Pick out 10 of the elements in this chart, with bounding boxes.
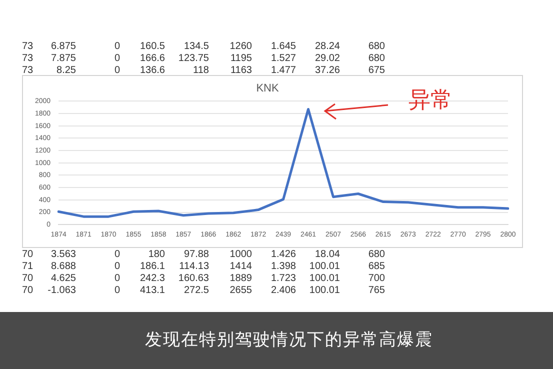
text: 73 7.875 0 166.6 123.75 1195 1.527 29.02 680 (22, 53, 385, 64)
text: 73 8.25 0 136.6 118 1163 1.477 37.26 675 (22, 65, 385, 76)
text: 71 8.688 0 186.1 114.13 1414 1.398 100.01 685 (22, 261, 385, 272)
annotation: 异常 (408, 88, 452, 113)
text: 70 3.563 0 180 97.88 1000 1.426 18.04 680 (22, 249, 385, 260)
chart-title: KNK (256, 82, 280, 95)
text: 发现在特别驾驶情况下的异常高爆震 (145, 329, 433, 351)
text: 70 4.625 0 242.3 160.63 1889 1.723 100.01 700 (22, 273, 385, 284)
text: 70 -1.063 0 413.1 272.5 2655 2.406 100.01 765 (22, 285, 385, 296)
text: 73 6.875 0 160.5 134.5 1260 1.645 28.24 680 (22, 41, 385, 52)
